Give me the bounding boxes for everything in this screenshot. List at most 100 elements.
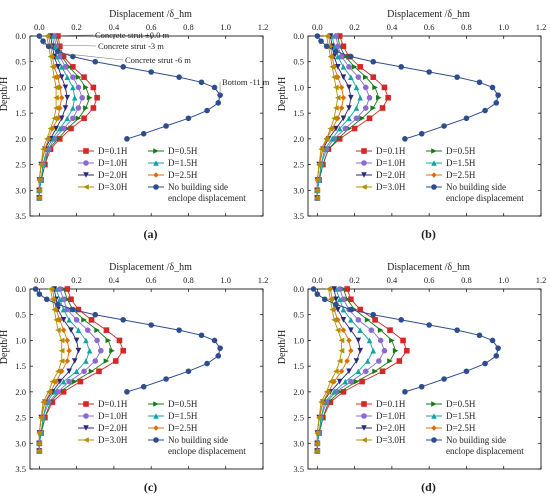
data-point bbox=[55, 301, 61, 308]
data-point bbox=[340, 327, 347, 333]
legend-marker bbox=[83, 172, 89, 178]
data-point bbox=[64, 358, 71, 364]
data-point bbox=[357, 64, 363, 70]
series-line bbox=[38, 288, 113, 451]
data-point bbox=[426, 69, 432, 75]
data-point bbox=[340, 296, 347, 303]
data-point bbox=[90, 105, 97, 111]
legend-label: D=0.5H bbox=[446, 399, 476, 409]
data-point bbox=[73, 337, 80, 344]
data-point bbox=[58, 347, 65, 354]
data-point bbox=[336, 296, 343, 303]
y-tick-label: 1.5 bbox=[293, 361, 304, 371]
legend-item: D=1.0H bbox=[356, 411, 406, 421]
y-tick-label: 1.0 bbox=[15, 335, 26, 345]
data-point bbox=[441, 123, 447, 129]
data-point bbox=[340, 43, 347, 50]
data-point bbox=[75, 84, 82, 91]
legend-item: D=0.1H bbox=[356, 146, 406, 156]
data-point bbox=[57, 296, 63, 303]
data-point bbox=[348, 53, 354, 60]
legend-marker bbox=[431, 401, 437, 407]
series-line bbox=[316, 35, 361, 198]
data-point bbox=[60, 296, 67, 303]
data-point bbox=[62, 64, 69, 70]
data-point bbox=[316, 161, 322, 168]
data-point bbox=[57, 125, 63, 132]
data-point bbox=[53, 125, 59, 132]
y-axis-title: Depth/H bbox=[277, 77, 288, 111]
y-tick-label: 0.0 bbox=[293, 284, 304, 294]
data-point bbox=[323, 43, 330, 50]
legend-label: D=1.0H bbox=[98, 158, 128, 168]
data-point bbox=[314, 187, 321, 194]
legend-marker bbox=[153, 172, 159, 178]
legend-label: D=3.0H bbox=[376, 435, 406, 445]
data-point bbox=[53, 378, 59, 385]
data-point bbox=[36, 177, 43, 183]
data-point bbox=[333, 301, 339, 308]
data-point bbox=[64, 115, 71, 122]
data-point bbox=[327, 378, 334, 385]
data-point bbox=[377, 327, 384, 333]
data-point bbox=[398, 64, 405, 70]
data-point bbox=[392, 347, 399, 354]
legend-marker bbox=[153, 437, 159, 443]
data-point bbox=[348, 347, 354, 354]
data-point bbox=[43, 136, 50, 142]
data-point bbox=[148, 69, 154, 75]
data-point bbox=[418, 383, 425, 390]
data-point bbox=[336, 286, 343, 292]
series-line bbox=[316, 35, 339, 198]
legend-label: enclope displacement bbox=[168, 193, 246, 203]
data-point bbox=[359, 115, 365, 122]
data-point bbox=[176, 74, 182, 80]
data-point bbox=[495, 92, 501, 98]
data-point bbox=[75, 306, 82, 313]
y-tick-label: 1.0 bbox=[293, 82, 304, 92]
data-point bbox=[357, 306, 363, 313]
data-point bbox=[120, 347, 126, 354]
series-line bbox=[38, 288, 70, 451]
data-point bbox=[75, 327, 82, 333]
data-point bbox=[88, 317, 95, 323]
data-point bbox=[96, 368, 102, 375]
data-point bbox=[493, 100, 500, 106]
data-point bbox=[70, 84, 76, 91]
legend-item: D=1.0H bbox=[356, 158, 406, 168]
legend-marker bbox=[83, 160, 89, 166]
legend-item: D=0.5H bbox=[148, 146, 198, 156]
data-point bbox=[314, 430, 321, 436]
data-point bbox=[57, 378, 63, 385]
data-point bbox=[489, 84, 496, 91]
data-point bbox=[353, 115, 360, 122]
data-point bbox=[140, 130, 147, 137]
data-point bbox=[348, 327, 354, 333]
y-tick-label: 1.5 bbox=[15, 108, 26, 118]
legend-item: D=1.0H bbox=[78, 158, 128, 168]
legend-marker bbox=[431, 172, 437, 178]
x-tick-label: 0.2 bbox=[349, 275, 360, 285]
legend-item: D=2.5H bbox=[148, 170, 198, 180]
legend-label: D=1.5H bbox=[168, 158, 198, 168]
data-point bbox=[36, 187, 43, 194]
data-point bbox=[71, 358, 78, 364]
data-point bbox=[53, 105, 59, 111]
legend-marker bbox=[361, 401, 367, 407]
legend-label: D=0.1H bbox=[376, 146, 406, 156]
y-tick-label: 2.5 bbox=[293, 413, 304, 423]
x-axis-title: Displacement /δ_hm bbox=[387, 9, 470, 20]
y-tick-label: 2.0 bbox=[293, 387, 304, 397]
y-tick-label: 3.5 bbox=[293, 211, 304, 221]
x-tick-label: 0.2 bbox=[349, 22, 360, 32]
data-point bbox=[215, 353, 222, 359]
plot-frame bbox=[307, 288, 542, 470]
data-point bbox=[366, 115, 373, 122]
data-point bbox=[40, 399, 46, 405]
data-point bbox=[176, 327, 182, 333]
x-axis-title: Displacement /δ_hm bbox=[109, 9, 192, 20]
data-point bbox=[403, 347, 410, 354]
x-tick-label: 0.0 bbox=[34, 22, 45, 32]
